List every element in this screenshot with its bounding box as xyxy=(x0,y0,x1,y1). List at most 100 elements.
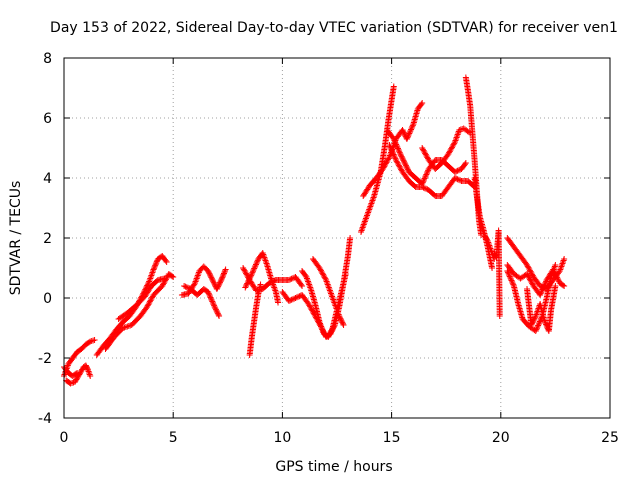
data-point xyxy=(329,326,336,333)
data-point xyxy=(340,322,347,328)
data-point xyxy=(409,122,416,129)
data-point xyxy=(402,162,409,169)
data-point xyxy=(420,176,427,183)
data-point xyxy=(453,168,460,175)
data-point xyxy=(289,296,296,303)
data-point xyxy=(207,294,214,301)
data-point xyxy=(533,326,540,333)
data-point xyxy=(395,162,402,169)
data-point xyxy=(207,273,214,280)
data-point xyxy=(150,266,157,273)
data-point xyxy=(209,299,216,306)
data-point xyxy=(381,163,388,170)
y-tick-label: 6 xyxy=(43,111,52,127)
data-point xyxy=(406,129,413,136)
data-point xyxy=(287,297,294,304)
data-point xyxy=(151,263,158,270)
data-point xyxy=(143,304,150,310)
data-point xyxy=(152,262,159,269)
data-point xyxy=(266,280,273,286)
data-point xyxy=(393,141,400,148)
data-point xyxy=(387,143,394,150)
data-point xyxy=(87,373,94,379)
data-point xyxy=(205,268,212,274)
data-point xyxy=(245,274,252,281)
data-point xyxy=(145,301,152,308)
data-point xyxy=(524,262,531,268)
data-point xyxy=(552,271,559,278)
data-point xyxy=(271,277,278,284)
data-point xyxy=(403,136,410,142)
data-point xyxy=(221,269,228,276)
data-point xyxy=(508,277,515,284)
data-point xyxy=(394,145,401,152)
data-point xyxy=(533,325,540,332)
data-point xyxy=(394,159,401,166)
data-point xyxy=(153,259,160,266)
data-point xyxy=(392,157,399,163)
data-point xyxy=(561,283,568,289)
data-point xyxy=(243,271,250,278)
data-point xyxy=(528,322,535,328)
data-point xyxy=(181,283,188,289)
data-point xyxy=(446,149,453,156)
data-point xyxy=(552,262,559,268)
data-point xyxy=(451,140,458,147)
data-point xyxy=(213,286,220,292)
data-point xyxy=(339,320,346,327)
data-point xyxy=(524,272,531,279)
data-point xyxy=(215,282,222,289)
data-point xyxy=(395,146,402,153)
data-point xyxy=(162,257,169,264)
data-point xyxy=(327,330,334,337)
data-point xyxy=(524,263,531,270)
data-point xyxy=(399,127,406,133)
data-point xyxy=(146,300,153,306)
data-point xyxy=(338,318,345,325)
data-point xyxy=(220,271,227,278)
data-point xyxy=(185,284,192,291)
data-point xyxy=(252,262,259,269)
data-point xyxy=(423,170,430,177)
data-point xyxy=(252,261,259,268)
data-point xyxy=(449,144,456,151)
data-point xyxy=(215,283,222,290)
data-point xyxy=(152,261,159,268)
data-point xyxy=(218,277,225,283)
data-point xyxy=(550,266,557,273)
data-point xyxy=(526,266,533,272)
x-tick-label: 10 xyxy=(273,430,291,446)
data-point xyxy=(504,269,511,276)
data-point xyxy=(210,301,217,308)
data-point xyxy=(243,270,249,277)
data-point xyxy=(540,283,547,290)
data-point xyxy=(216,313,223,319)
data-point xyxy=(295,293,302,300)
data-point xyxy=(408,126,415,133)
data-point xyxy=(541,281,548,288)
data-point xyxy=(407,127,414,134)
data-point xyxy=(208,295,215,302)
data-point xyxy=(389,148,396,155)
data-point xyxy=(550,267,557,274)
data-point xyxy=(336,314,343,321)
data-point xyxy=(206,291,213,298)
data-point xyxy=(73,370,80,377)
data-point xyxy=(509,280,516,287)
data-point xyxy=(288,275,295,282)
y-tick-label: -2 xyxy=(38,351,52,367)
data-point xyxy=(191,281,198,288)
data-point xyxy=(251,265,258,272)
data-point xyxy=(210,278,217,285)
data-point xyxy=(387,144,394,151)
data-point xyxy=(319,270,326,277)
data-point xyxy=(423,153,430,159)
data-point xyxy=(220,270,227,277)
data-point xyxy=(144,281,151,288)
data-point xyxy=(214,310,221,317)
data-point xyxy=(541,317,548,324)
data-point xyxy=(408,125,415,132)
data-point xyxy=(391,137,398,144)
data-point xyxy=(419,100,426,106)
data-point xyxy=(534,323,541,330)
